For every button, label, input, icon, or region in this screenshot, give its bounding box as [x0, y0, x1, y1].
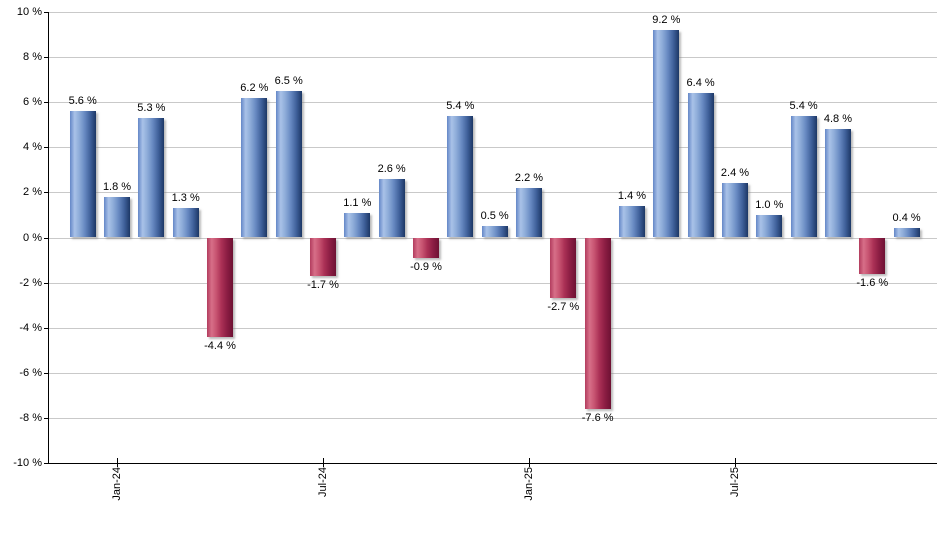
bar-value-label: 5.4 % [446, 99, 475, 112]
y-axis-tick-label: 6 % [23, 96, 42, 109]
bar-negative [413, 237, 439, 258]
y-axis-tick [44, 57, 48, 59]
bar-positive [344, 212, 371, 238]
gridline [48, 237, 937, 239]
x-axis-line [48, 463, 937, 464]
bar-value-label: 6.5 % [274, 74, 303, 87]
y-axis-tick [44, 147, 48, 149]
x-axis-tick-label: Jul-24 [317, 467, 329, 497]
bar-positive [790, 115, 817, 238]
gridline [48, 417, 937, 419]
bar-positive [447, 115, 474, 238]
bar-positive [653, 30, 680, 238]
bar-positive [893, 228, 920, 238]
gridline [48, 192, 937, 194]
y-axis-tick-label: 10 % [16, 6, 42, 18]
y-axis-tick-label: 0 % [23, 231, 42, 244]
bar-positive [618, 205, 645, 238]
y-axis-tick-label: -2 % [19, 276, 42, 289]
bar-value-label: 1.8 % [102, 180, 132, 193]
bar-positive [481, 226, 508, 238]
bar-value-label: 9.2 % [652, 14, 681, 27]
bar-value-label: 0.4 % [892, 212, 921, 225]
gridline [48, 102, 937, 104]
bar-positive [721, 183, 748, 238]
y-axis-tick [44, 282, 48, 284]
y-axis-tick [44, 327, 48, 329]
bar-positive [515, 187, 542, 238]
bar-positive [756, 214, 783, 238]
bar-value-label: 1.1 % [343, 196, 372, 209]
gridline [48, 12, 937, 13]
gridline [48, 147, 937, 149]
y-axis-tick [44, 12, 48, 13]
x-axis-tick [323, 458, 324, 467]
bar-value-label: 2.6 % [377, 162, 406, 175]
y-axis-tick [44, 372, 48, 374]
bar-positive [104, 196, 131, 238]
bar-negative [584, 237, 611, 409]
bar-positive [69, 111, 96, 238]
y-axis-tick-label: -10 % [13, 457, 42, 469]
bar-negative [859, 237, 886, 274]
bar-value-label: 2.2 % [514, 171, 544, 184]
bar-negative [310, 237, 336, 276]
bar-value-label: 1.0 % [755, 198, 784, 211]
x-axis-tick [117, 458, 119, 467]
bar-positive [172, 208, 199, 238]
y-axis-tick-label: 4 % [23, 141, 42, 154]
bar-positive [138, 117, 165, 238]
bar-positive [687, 93, 714, 238]
bar-value-label: 6.4 % [686, 77, 715, 90]
y-axis-tick [44, 192, 48, 194]
bar-positive [241, 97, 268, 238]
x-axis-tick [528, 458, 530, 467]
gridline [48, 282, 937, 284]
gridline [48, 327, 937, 329]
bar-value-label: 0.5 % [480, 210, 509, 223]
bar-positive [824, 129, 851, 238]
bar-value-label: -0.9 % [410, 260, 442, 273]
bar-value-label: 6.2 % [240, 81, 269, 94]
bar-value-label: -1.7 % [307, 278, 339, 291]
y-axis-tick-label: -6 % [19, 366, 42, 379]
x-axis-tick-label: Jan-24 [111, 467, 124, 501]
bar-value-label: 5.6 % [68, 95, 97, 108]
x-axis-tick [734, 458, 736, 467]
y-axis-tick-label: -4 % [19, 321, 42, 334]
y-axis-tick-label: 8 % [23, 51, 42, 64]
bar-negative [207, 237, 234, 337]
y-axis-tick-label: 2 % [23, 186, 42, 199]
x-axis-tick-label: Jan-25 [522, 467, 535, 501]
bar-positive [275, 90, 302, 238]
bar-positive [378, 178, 405, 238]
y-axis-tick-label: -8 % [19, 411, 42, 424]
x-axis-tick-label: Jul-25 [728, 467, 741, 497]
bar-value-label: -2.7 % [547, 301, 580, 314]
bar-value-label: 5.3 % [137, 101, 166, 114]
bar-value-label: -1.6 % [856, 276, 889, 289]
bar-value-label: 2.4 % [720, 167, 750, 180]
bar-value-label: -4.4 % [204, 339, 236, 352]
gridline [48, 57, 937, 59]
bar-value-label: 1.4 % [617, 189, 647, 202]
gridline [48, 372, 937, 374]
bar-value-label: 1.3 % [171, 192, 200, 205]
bar-negative [550, 237, 577, 299]
bar-value-label: 4.8 % [823, 113, 853, 126]
bar-value-label: -7.6 % [581, 411, 614, 424]
y-axis-tick [44, 417, 48, 419]
y-axis-tick [44, 102, 48, 104]
y-axis-tick [44, 463, 48, 464]
bar-value-label: 5.4 % [789, 99, 818, 112]
y-axis-line [48, 12, 49, 463]
y-axis-tick [44, 237, 48, 239]
